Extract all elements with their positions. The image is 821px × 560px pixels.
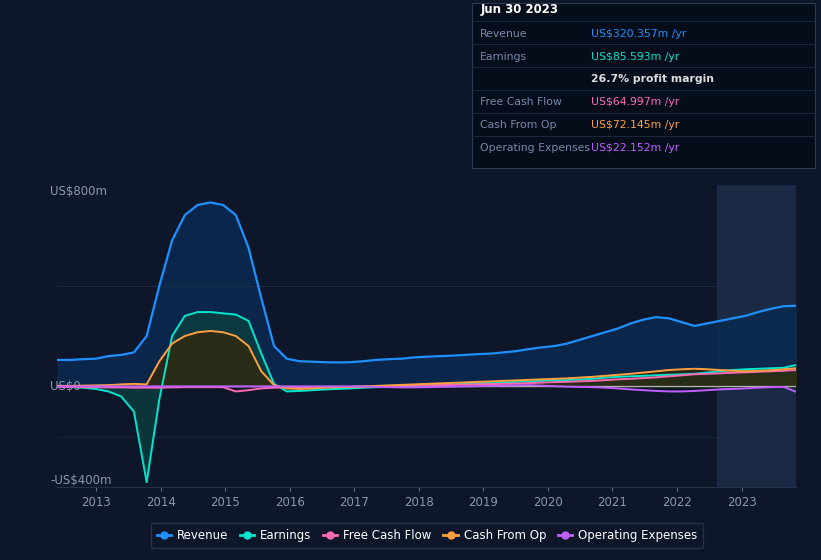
Legend: Revenue, Earnings, Free Cash Flow, Cash From Op, Operating Expenses: Revenue, Earnings, Free Cash Flow, Cash … (151, 523, 703, 548)
Text: Jun 30 2023: Jun 30 2023 (480, 3, 558, 16)
Text: Free Cash Flow: Free Cash Flow (480, 97, 562, 108)
Bar (717, 185, 821, 487)
Text: US$22.152m /yr: US$22.152m /yr (591, 143, 679, 153)
Text: Operating Expenses: Operating Expenses (480, 143, 590, 153)
Text: Cash From Op: Cash From Op (480, 120, 557, 130)
Text: 26.7% profit margin: 26.7% profit margin (591, 74, 714, 85)
Text: -US$400m: -US$400m (50, 474, 112, 487)
Text: Revenue: Revenue (480, 29, 528, 39)
Text: US$800m: US$800m (50, 185, 107, 198)
Text: US$64.997m /yr: US$64.997m /yr (591, 97, 679, 108)
Text: US$85.593m /yr: US$85.593m /yr (591, 52, 679, 62)
Text: Earnings: Earnings (480, 52, 527, 62)
Text: US$72.145m /yr: US$72.145m /yr (591, 120, 679, 130)
Text: US$320.357m /yr: US$320.357m /yr (591, 29, 686, 39)
Text: US$0: US$0 (50, 380, 80, 393)
